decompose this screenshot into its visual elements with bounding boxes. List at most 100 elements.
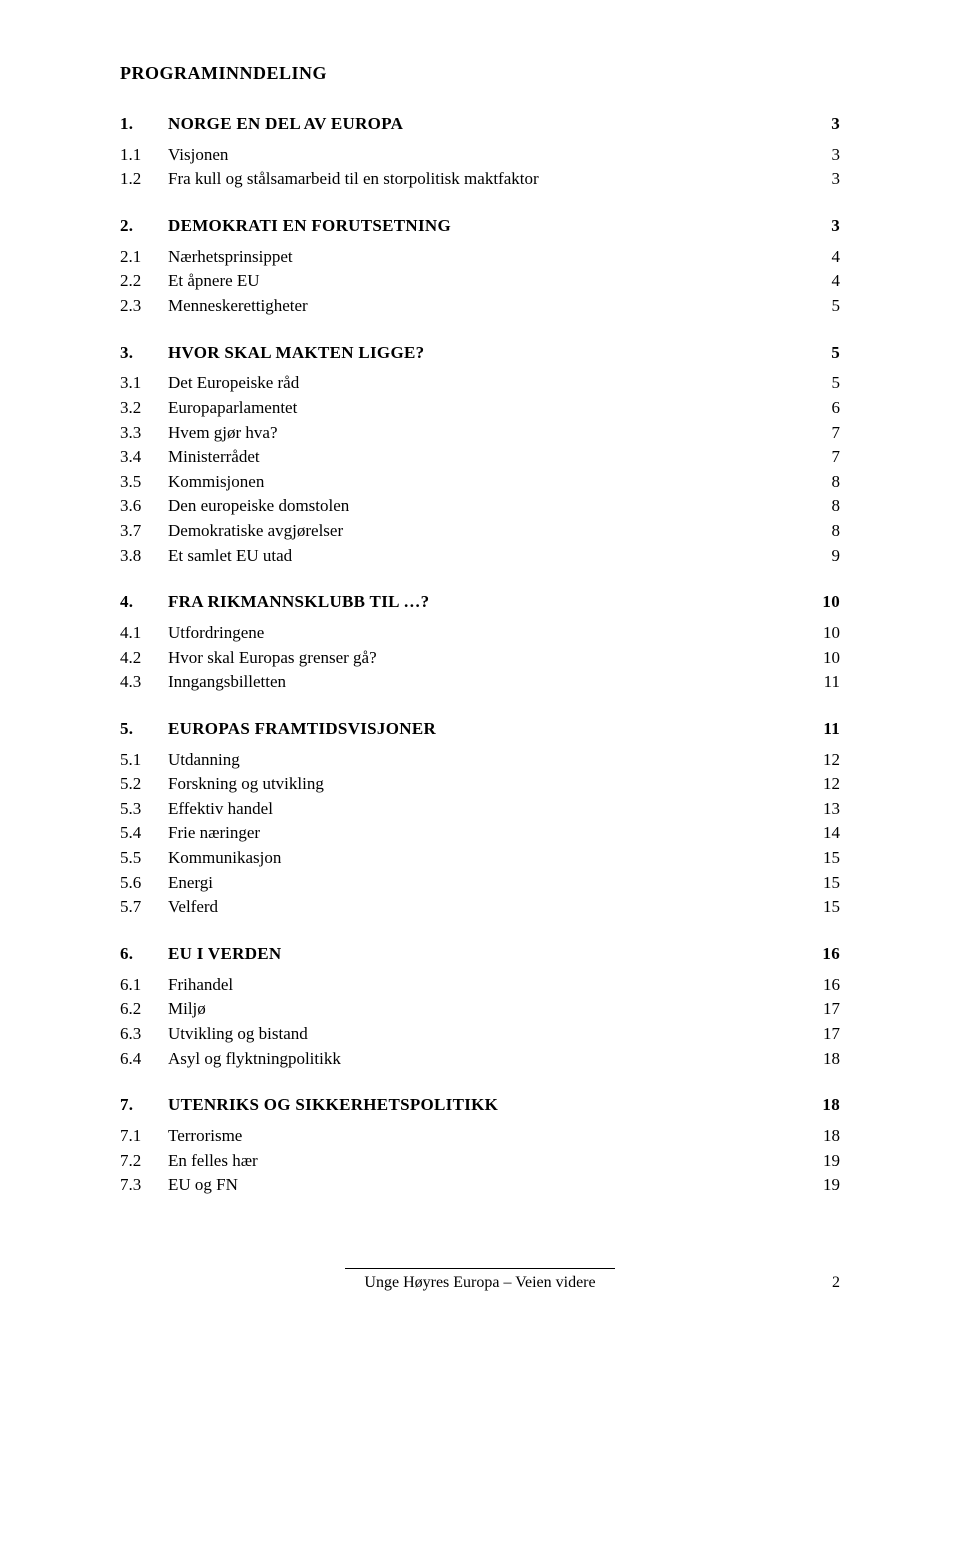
toc-item-page: 15 bbox=[804, 895, 840, 920]
toc-item-row: 3.7Demokratiske avgjørelser8 bbox=[120, 519, 840, 544]
toc-item-page: 18 bbox=[804, 1124, 840, 1149]
toc-item-row: 4.3Inngangsbilletten11 bbox=[120, 670, 840, 695]
toc-item-label: Utvikling og bistand bbox=[168, 1022, 804, 1047]
toc-item-number: 5.4 bbox=[120, 821, 168, 846]
toc-item-row: 2.2Et åpnere EU4 bbox=[120, 269, 840, 294]
toc-item-left: 3.3Hvem gjør hva? bbox=[120, 421, 804, 446]
toc-section-left: 2.DEMOKRATI EN FORUTSETNING bbox=[120, 214, 804, 239]
toc-section-number: 2. bbox=[120, 214, 168, 239]
toc-section-title: EUROPAS FRAMTIDSVISJONER bbox=[168, 717, 804, 742]
toc-section-left: 5.EUROPAS FRAMTIDSVISJONER bbox=[120, 717, 804, 742]
toc-item-label: Den europeiske domstolen bbox=[168, 494, 804, 519]
toc-item-row: 7.2En felles hær19 bbox=[120, 1149, 840, 1174]
toc-item-left: 7.1Terrorisme bbox=[120, 1124, 804, 1149]
toc-item-label: Ministerrådet bbox=[168, 445, 804, 470]
toc-item-label: Hvem gjør hva? bbox=[168, 421, 804, 446]
toc-item-page: 4 bbox=[804, 245, 840, 270]
toc-item-row: 5.2Forskning og utvikling12 bbox=[120, 772, 840, 797]
toc-item-label: Kommisjonen bbox=[168, 470, 804, 495]
toc-item-number: 6.3 bbox=[120, 1022, 168, 1047]
toc-item-label: Kommunikasjon bbox=[168, 846, 804, 871]
toc-item-label: Et samlet EU utad bbox=[168, 544, 804, 569]
toc-item-number: 4.2 bbox=[120, 646, 168, 671]
toc-item-page: 10 bbox=[804, 646, 840, 671]
toc-item-row: 4.1Utfordringene10 bbox=[120, 621, 840, 646]
toc-item-left: 4.2Hvor skal Europas grenser gå? bbox=[120, 646, 804, 671]
toc-item-page: 12 bbox=[804, 772, 840, 797]
toc-item-left: 3.1Det Europeiske råd bbox=[120, 371, 804, 396]
toc-item-number: 4.3 bbox=[120, 670, 168, 695]
toc-item-label: Hvor skal Europas grenser gå? bbox=[168, 646, 804, 671]
toc-item-row: 6.1Frihandel16 bbox=[120, 973, 840, 998]
toc-item-row: 5.1Utdanning12 bbox=[120, 748, 840, 773]
toc-item-number: 3.3 bbox=[120, 421, 168, 446]
toc-item-number: 2.1 bbox=[120, 245, 168, 270]
toc-item-page: 8 bbox=[804, 470, 840, 495]
toc-section-number: 5. bbox=[120, 717, 168, 742]
footer-page-number: 2 bbox=[832, 1271, 840, 1294]
toc-item-left: 3.7Demokratiske avgjørelser bbox=[120, 519, 804, 544]
toc-item-label: Menneskerettigheter bbox=[168, 294, 804, 319]
toc-item-row: 5.7Velferd15 bbox=[120, 895, 840, 920]
toc-item-label: Asyl og flyktningpolitikk bbox=[168, 1047, 804, 1072]
toc-item-number: 3.6 bbox=[120, 494, 168, 519]
toc-item-left: 6.3Utvikling og bistand bbox=[120, 1022, 804, 1047]
toc-item-label: Demokratiske avgjørelser bbox=[168, 519, 804, 544]
toc-item-row: 3.8Et samlet EU utad9 bbox=[120, 544, 840, 569]
toc-item-page: 6 bbox=[804, 396, 840, 421]
toc-item-number: 3.4 bbox=[120, 445, 168, 470]
toc-item-number: 2.3 bbox=[120, 294, 168, 319]
toc-item-number: 6.1 bbox=[120, 973, 168, 998]
toc-item-number: 3.2 bbox=[120, 396, 168, 421]
toc-section-heading: 6.EU I VERDEN16 bbox=[120, 942, 840, 967]
toc-item-label: Forskning og utvikling bbox=[168, 772, 804, 797]
toc-item-row: 4.2Hvor skal Europas grenser gå?10 bbox=[120, 646, 840, 671]
toc-section-left: 1.NORGE EN DEL AV EUROPA bbox=[120, 112, 804, 137]
toc-item-left: 2.2Et åpnere EU bbox=[120, 269, 804, 294]
toc-section-page: 11 bbox=[804, 717, 840, 742]
toc-item-label: Frihandel bbox=[168, 973, 804, 998]
toc-item-number: 3.1 bbox=[120, 371, 168, 396]
toc-item-row: 1.2Fra kull og stålsamarbeid til en stor… bbox=[120, 167, 840, 192]
toc-item-label: EU og FN bbox=[168, 1173, 804, 1198]
toc-item-label: Effektiv handel bbox=[168, 797, 804, 822]
toc-item-row: 3.2Europaparlamentet6 bbox=[120, 396, 840, 421]
footer-text: Unge Høyres Europa – Veien videre bbox=[364, 1271, 595, 1294]
toc-item-label: Miljø bbox=[168, 997, 804, 1022]
toc-section-left: 4.FRA RIKMANNSKLUBB TIL …? bbox=[120, 590, 804, 615]
toc-section-number: 3. bbox=[120, 341, 168, 366]
toc-item-label: Visjonen bbox=[168, 143, 804, 168]
toc-item-left: 6.4Asyl og flyktningpolitikk bbox=[120, 1047, 804, 1072]
toc-item-page: 17 bbox=[804, 997, 840, 1022]
toc-section-title: EU I VERDEN bbox=[168, 942, 804, 967]
toc-item-number: 5.3 bbox=[120, 797, 168, 822]
toc-item-left: 5.1Utdanning bbox=[120, 748, 804, 773]
toc-item-page: 16 bbox=[804, 973, 840, 998]
toc-section-heading: 3.HVOR SKAL MAKTEN LIGGE?5 bbox=[120, 341, 840, 366]
toc-item-row: 5.4Frie næringer14 bbox=[120, 821, 840, 846]
toc-section-number: 7. bbox=[120, 1093, 168, 1118]
toc-item-left: 1.2Fra kull og stålsamarbeid til en stor… bbox=[120, 167, 804, 192]
toc-item-page: 5 bbox=[804, 371, 840, 396]
toc-item-left: 2.1Nærhetsprinsippet bbox=[120, 245, 804, 270]
toc-section-title: DEMOKRATI EN FORUTSETNING bbox=[168, 214, 804, 239]
toc-item-row: 3.3Hvem gjør hva?7 bbox=[120, 421, 840, 446]
toc-section-heading: 1.NORGE EN DEL AV EUROPA3 bbox=[120, 112, 840, 137]
toc-item-page: 7 bbox=[804, 445, 840, 470]
table-of-contents: 1.NORGE EN DEL AV EUROPA3 1.1Visjonen31.2… bbox=[120, 112, 840, 1198]
toc-item-label: Inngangsbilletten bbox=[168, 670, 804, 695]
toc-item-left: 7.3EU og FN bbox=[120, 1173, 804, 1198]
toc-item-row: 3.5Kommisjonen8 bbox=[120, 470, 840, 495]
toc-item-page: 10 bbox=[804, 621, 840, 646]
toc-item-number: 1.1 bbox=[120, 143, 168, 168]
toc-item-label: Utdanning bbox=[168, 748, 804, 773]
toc-item-page: 11 bbox=[804, 670, 840, 695]
toc-item-row: 1.1Visjonen3 bbox=[120, 143, 840, 168]
toc-item-page: 18 bbox=[804, 1047, 840, 1072]
toc-item-number: 3.7 bbox=[120, 519, 168, 544]
toc-item-number: 6.4 bbox=[120, 1047, 168, 1072]
footer-rule bbox=[345, 1268, 615, 1269]
toc-item-row: 7.1Terrorisme18 bbox=[120, 1124, 840, 1149]
toc-item-left: 7.2En felles hær bbox=[120, 1149, 804, 1174]
page-title: PROGRAMINNDELING bbox=[120, 60, 840, 86]
